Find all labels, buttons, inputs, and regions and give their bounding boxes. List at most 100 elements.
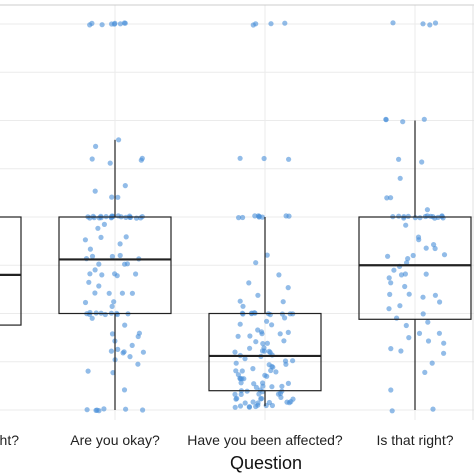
data-point xyxy=(420,294,426,300)
data-point xyxy=(268,21,274,27)
data-point xyxy=(388,195,394,201)
data-point xyxy=(106,290,112,296)
data-point xyxy=(386,306,392,312)
box xyxy=(0,216,22,326)
data-point xyxy=(112,271,118,277)
data-point xyxy=(279,383,285,389)
data-point xyxy=(423,271,429,277)
data-point xyxy=(115,213,121,219)
data-point xyxy=(398,272,405,278)
data-point xyxy=(402,283,408,290)
data-point xyxy=(93,143,99,149)
data-point xyxy=(268,367,274,374)
data-point xyxy=(283,213,289,219)
data-point xyxy=(135,333,141,340)
data-point xyxy=(389,408,395,414)
data-point xyxy=(396,156,402,162)
data-point xyxy=(90,213,96,219)
data-point xyxy=(285,285,291,291)
data-point xyxy=(383,116,389,122)
data-point xyxy=(117,21,123,27)
data-point xyxy=(129,342,135,348)
data-point xyxy=(250,399,256,405)
grid-lines xyxy=(0,4,474,420)
data-point xyxy=(394,315,400,321)
data-point xyxy=(421,116,427,122)
x-tick-label: Is that right? xyxy=(376,432,453,448)
data-point xyxy=(405,256,411,262)
data-point xyxy=(112,20,118,26)
data-point xyxy=(417,215,423,221)
data-point xyxy=(441,252,448,258)
data-point xyxy=(439,213,445,219)
data-point xyxy=(386,275,392,281)
data-point xyxy=(258,396,264,402)
data-point xyxy=(424,207,430,213)
data-point xyxy=(237,321,243,327)
data-point xyxy=(233,368,239,374)
data-point xyxy=(133,271,139,277)
data-point xyxy=(416,237,422,243)
data-point xyxy=(138,215,144,221)
data-point xyxy=(290,358,296,364)
data-point xyxy=(425,319,431,325)
data-point xyxy=(96,408,102,414)
data-point xyxy=(427,22,433,28)
data-point xyxy=(235,333,241,339)
data-point xyxy=(285,329,291,335)
data-point xyxy=(109,194,115,200)
data-point xyxy=(247,345,253,351)
data-point xyxy=(282,315,288,321)
data-point xyxy=(98,215,104,221)
data-point xyxy=(269,402,275,409)
data-point xyxy=(111,299,117,305)
data-point xyxy=(92,188,98,194)
data-point xyxy=(129,290,135,296)
data-point xyxy=(246,404,252,410)
data-point xyxy=(264,373,270,379)
data-point xyxy=(82,237,88,243)
data-point xyxy=(432,245,438,252)
data-point xyxy=(85,368,91,374)
data-point xyxy=(404,260,410,266)
data-point xyxy=(428,213,434,219)
box xyxy=(208,312,322,392)
data-point xyxy=(127,354,133,360)
data-point xyxy=(253,384,259,390)
data-point xyxy=(251,381,257,387)
data-point xyxy=(115,346,121,352)
data-point xyxy=(232,404,238,410)
data-point xyxy=(87,22,93,28)
data-point xyxy=(390,20,396,26)
x-tick-label: Have you been affected? xyxy=(187,432,343,448)
data-point xyxy=(240,303,246,309)
x-tick-label: Are you okay? xyxy=(70,432,160,448)
data-point xyxy=(232,391,238,397)
data-point xyxy=(264,340,270,346)
data-point xyxy=(250,366,256,372)
data-point xyxy=(429,360,435,366)
data-point xyxy=(140,407,146,413)
data-point xyxy=(282,20,288,26)
data-point xyxy=(101,221,107,227)
data-point xyxy=(398,348,404,354)
data-point xyxy=(385,253,391,259)
data-point xyxy=(117,252,123,259)
data-point xyxy=(281,338,287,344)
data-point xyxy=(119,290,125,296)
data-point xyxy=(236,215,242,221)
data-point xyxy=(422,369,428,375)
data-point xyxy=(412,215,418,221)
data-point xyxy=(384,195,390,201)
data-point xyxy=(441,350,447,356)
boxes xyxy=(0,120,472,410)
data-point xyxy=(277,331,283,337)
data-point xyxy=(403,222,409,228)
data-point xyxy=(264,318,270,324)
data-point xyxy=(425,338,432,344)
data-point xyxy=(283,361,289,367)
data-point xyxy=(86,279,92,285)
data-point xyxy=(87,246,93,252)
data-point xyxy=(89,156,95,162)
